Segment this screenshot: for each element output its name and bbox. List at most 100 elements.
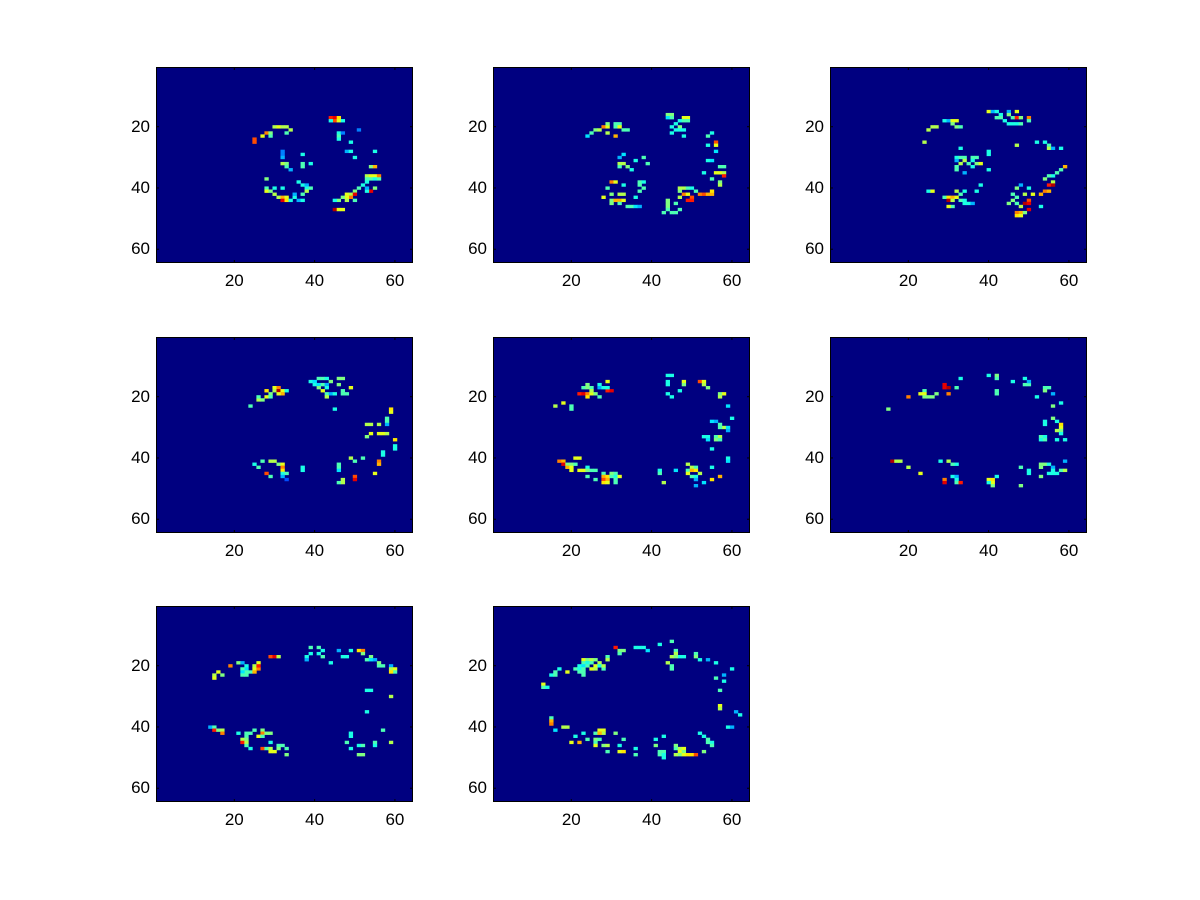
heatmap-cell	[709, 158, 715, 163]
heatmap-cell	[709, 131, 715, 135]
heatmap-cell	[962, 171, 967, 175]
y-tick-label: 60	[468, 239, 487, 259]
heatmap-cell	[613, 180, 618, 184]
heatmap-cell	[673, 201, 679, 206]
heatmap-cell	[942, 386, 947, 390]
heatmap-cell	[244, 737, 249, 742]
heatmap-cell	[1038, 462, 1044, 466]
heatmap-cell	[1018, 214, 1024, 218]
heatmap-cell	[316, 651, 321, 656]
heatmap-cell	[681, 382, 687, 387]
heatmap-cell	[368, 422, 374, 427]
heatmap-cell	[597, 664, 602, 668]
heatmap-cell	[950, 474, 955, 479]
x-tick-label: 60	[722, 810, 742, 829]
heatmap-cell	[593, 392, 598, 396]
heatmap-cell	[384, 419, 390, 424]
heatmap-cell	[280, 186, 285, 190]
x-tick-label: 40	[305, 541, 325, 560]
heatmap-cell	[557, 459, 562, 463]
heatmap-cell	[725, 456, 731, 460]
heatmap-cell	[364, 186, 370, 190]
heatmap-cell	[240, 667, 245, 671]
heatmap-cell	[384, 416, 390, 420]
heatmap-cell	[685, 462, 691, 466]
heatmap-cell	[364, 435, 370, 439]
heatmap-cell	[725, 459, 731, 463]
heatmap-cell	[621, 161, 626, 166]
heatmap-cell	[677, 119, 683, 123]
y-tick-label: 60	[131, 239, 150, 259]
heatmap-cell	[1026, 468, 1032, 473]
heatmap-cell	[950, 195, 955, 199]
x-tick-label: 60	[722, 541, 742, 560]
heatmap-cell	[693, 655, 699, 659]
heatmap-cell	[340, 376, 346, 381]
heatmap-cell	[593, 477, 598, 482]
heatmap-cell	[264, 471, 269, 476]
heatmap-cell	[336, 465, 342, 469]
x-tick-label: 20	[224, 271, 244, 290]
heatmap-cell	[320, 376, 325, 381]
heatmap-cell	[725, 404, 731, 408]
y-tick-label: 40	[805, 177, 824, 197]
heatmap-cell	[352, 459, 358, 463]
heatmap-cell	[553, 404, 558, 408]
heatmap-cell	[990, 477, 995, 482]
heatmap-cell	[685, 119, 691, 123]
heatmap-cell	[320, 648, 325, 653]
heatmap-cell	[978, 161, 983, 166]
heatmap-cell	[348, 386, 354, 390]
heatmap-cell	[348, 149, 354, 154]
x-tick-label: 20	[224, 541, 244, 560]
heatmap-cell	[312, 379, 317, 384]
y-tick-label: 60	[805, 239, 824, 259]
heatmap-cell	[593, 667, 598, 671]
heatmap-cell	[368, 189, 374, 193]
heatmap-cell	[268, 131, 273, 135]
heatmap-cell	[276, 392, 281, 396]
heatmap-cell	[693, 651, 699, 656]
heatmap-cell	[581, 386, 586, 390]
heatmap-cell	[681, 192, 687, 196]
heatmap-cell	[994, 389, 999, 393]
heatmap-cell	[220, 728, 225, 732]
heatmap-cell	[1014, 201, 1020, 206]
heatmap-cell	[713, 419, 719, 424]
heatmap-cell	[581, 658, 586, 662]
heatmap-cell	[356, 128, 362, 132]
heatmap-cell	[958, 198, 963, 203]
heatmap-cell	[669, 112, 675, 117]
heatmap-cell	[1050, 392, 1056, 396]
heatmap-cell	[669, 131, 675, 135]
heatmap-cell	[280, 125, 285, 129]
heatmap-cell	[958, 125, 963, 129]
heatmap-cell	[340, 389, 346, 393]
heatmap-cell	[284, 161, 289, 166]
heatmap-cell	[942, 119, 947, 123]
heatmap-cell	[962, 189, 967, 193]
heatmap-cell	[240, 737, 245, 742]
heatmap-cell	[252, 728, 257, 732]
heatmap-cell	[609, 192, 614, 196]
heatmap-cell	[717, 688, 723, 693]
heatmap-cell	[340, 119, 346, 123]
heatmap-cell	[276, 743, 281, 748]
heatmap-cell	[392, 438, 398, 442]
heatmap-cell	[621, 128, 626, 132]
heatmap-cell	[569, 465, 574, 469]
heatmap-cell	[372, 658, 378, 662]
heatmap-cell	[328, 379, 333, 384]
heatmap-cell	[701, 379, 707, 384]
heatmap-cell	[701, 480, 707, 485]
heatmap-cell	[252, 664, 257, 668]
heatmap-cell	[950, 198, 955, 203]
heatmap-cell	[657, 753, 662, 757]
heatmap-cell	[577, 468, 582, 473]
heatmap-cell	[1054, 428, 1060, 433]
heatmap-cell	[1022, 210, 1028, 215]
y-tick-label: 20	[131, 386, 150, 406]
heatmap-cell	[613, 645, 618, 650]
heatmap-cell	[601, 743, 606, 748]
